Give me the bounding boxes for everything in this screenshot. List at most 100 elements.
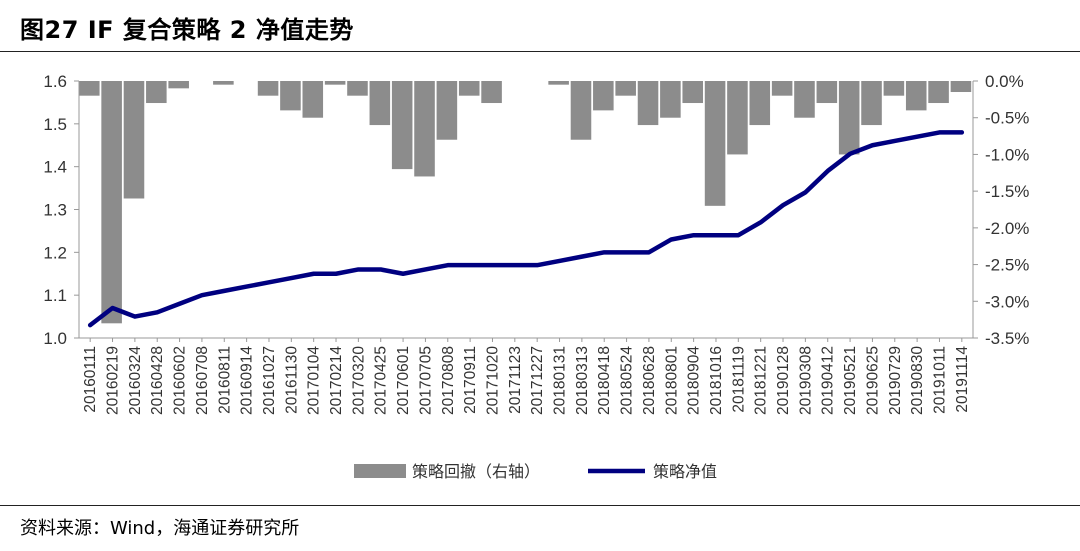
drawdown-bar (928, 81, 949, 104)
left-tick-label: 1.4 (43, 158, 67, 177)
x-tick-label: 20160602 (172, 346, 189, 415)
drawdown-bar (481, 81, 502, 104)
x-tick-label: 20170214 (328, 346, 345, 415)
x-tick-label: 20160428 (149, 346, 166, 415)
nav-line (87, 130, 965, 328)
drawdown-bar (101, 81, 122, 324)
right-tick-label: -3.5% (985, 329, 1029, 348)
x-tick-label: 20170601 (395, 346, 412, 415)
x-tick-label: 20160219 (105, 346, 122, 415)
drawdown-bar (213, 81, 234, 85)
x-tick-label: 20171020 (484, 346, 501, 415)
drawdown-bar (548, 81, 569, 85)
x-tick-label: 20171227 (529, 346, 546, 415)
left-tick-label: 1.0 (43, 329, 67, 348)
drawdown-bar (771, 81, 793, 96)
drawdown-bar (146, 81, 167, 104)
x-tick-label: 20171123 (507, 346, 524, 414)
x-tick-label: 20191011 (931, 346, 948, 414)
drawdown-bar (883, 81, 905, 96)
right-tick-label: -2.0% (985, 219, 1029, 238)
drawdown-bar (704, 81, 726, 206)
x-tick-label: 20170911 (462, 346, 479, 414)
title-divider (0, 51, 1080, 52)
drawdown-bar (79, 81, 100, 96)
x-tick-label: 20190128 (775, 346, 792, 415)
drawdown-bar (280, 81, 301, 111)
x-tick-label: 20160811 (216, 346, 233, 414)
x-tick-label: 20190412 (820, 346, 837, 415)
x-tick-label: 20180418 (596, 346, 613, 415)
x-tick-label: 20190729 (887, 346, 904, 415)
drawdown-bar (660, 81, 681, 118)
drawdown-bar (570, 81, 592, 140)
x-tick-label: 20180131 (552, 346, 569, 415)
right-tick-label: -1.0% (985, 145, 1029, 164)
drawdown-bar (123, 81, 145, 199)
x-tick-label: 20190625 (864, 346, 881, 415)
drawdown-bar (637, 81, 659, 126)
drawdown-bar (861, 81, 882, 126)
source-note: 资料来源：Wind，海通证券研究所 (20, 518, 300, 539)
left-tick-label: 1.3 (43, 201, 67, 220)
drawdown-bar (414, 81, 435, 177)
x-tick-label: 20160708 (194, 346, 211, 415)
x-tick-label: 20181016 (708, 346, 725, 415)
right-tick-label: -1.5% (985, 182, 1029, 201)
right-tick-label: -3.0% (985, 292, 1029, 311)
x-tick-label: 20170104 (306, 346, 323, 415)
x-tick-label: 20191114 (954, 346, 971, 413)
left-tick-label: 1.6 (43, 72, 67, 91)
chart: 1.0 1.1 1.2 1.3 1.4 1.5 1.6 0.0% -0.5% -1.0% -1.5%… (43, 72, 1029, 481)
x-tick-label: 20170808 (440, 346, 457, 415)
x-tick-label: 20170425 (373, 346, 390, 415)
x-tick-label: 20181119 (730, 346, 747, 413)
drawdown-bar (816, 81, 838, 104)
drawdown-bar (615, 81, 636, 96)
x-tick-label: 20161027 (261, 346, 278, 415)
drawdown-bar (436, 81, 458, 140)
x-tick-label: 20190521 (842, 346, 859, 415)
drawdown-bar (168, 81, 189, 89)
drawdown-bar (347, 81, 368, 96)
drawdown-bar (727, 81, 748, 155)
drawdown-bar (794, 81, 815, 118)
title-bar: 图27 IF 复合策略 2 净值走势 (0, 0, 1080, 52)
x-tick-label: 20180313 (574, 346, 591, 415)
drawdown-bar (593, 81, 614, 111)
legend-swatch-drawdown (354, 464, 406, 478)
x-tick-label: 20170320 (350, 346, 367, 415)
drawdown-bar (391, 81, 413, 170)
drawdown-bar (324, 81, 346, 85)
chart-axes: 1.0 1.1 1.2 1.3 1.4 1.5 1.6 0.0% -0.5% -1.0% -1.5%… (43, 72, 1029, 415)
drawdown-area-series (79, 81, 972, 324)
right-tick-label: -0.5% (985, 109, 1029, 128)
drawdown-bar (257, 81, 279, 96)
drawdown-bar (302, 81, 324, 118)
left-tick-label: 1.1 (43, 286, 67, 305)
x-tick-label: 20190830 (909, 346, 926, 415)
x-tick-label: 20180524 (619, 346, 636, 415)
x-tick-label: 20161130 (283, 346, 300, 414)
right-tick-label: -2.5% (985, 256, 1029, 275)
legend-label-drawdown: 策略回撤（右轴） (412, 462, 540, 481)
drawdown-bar (682, 81, 704, 104)
x-tick-label: 20181221 (753, 346, 770, 415)
drawdown-bar (905, 81, 927, 111)
left-tick-label: 1.2 (43, 243, 67, 262)
drawdown-bar (838, 81, 860, 155)
drawdown-bar (369, 81, 391, 126)
x-tick-label: 20160914 (239, 346, 256, 415)
legend-label-nav: 策略净值 (653, 462, 717, 481)
x-tick-label: 20180904 (686, 346, 703, 415)
x-tick-label: 20190308 (797, 346, 814, 415)
chart-title: 图27 IF 复合策略 2 净值走势 (20, 16, 354, 44)
nav-line-series (87, 130, 965, 328)
x-tick-label: 20160324 (127, 346, 144, 415)
footer-divider (0, 505, 1080, 506)
drawdown-bar (950, 81, 972, 93)
drawdown-bar (749, 81, 771, 126)
x-tick-label: 20160111 (82, 346, 99, 413)
chart-legend: 策略回撤（右轴） 策略净值 (354, 462, 717, 481)
left-tick-label: 1.5 (43, 115, 67, 134)
